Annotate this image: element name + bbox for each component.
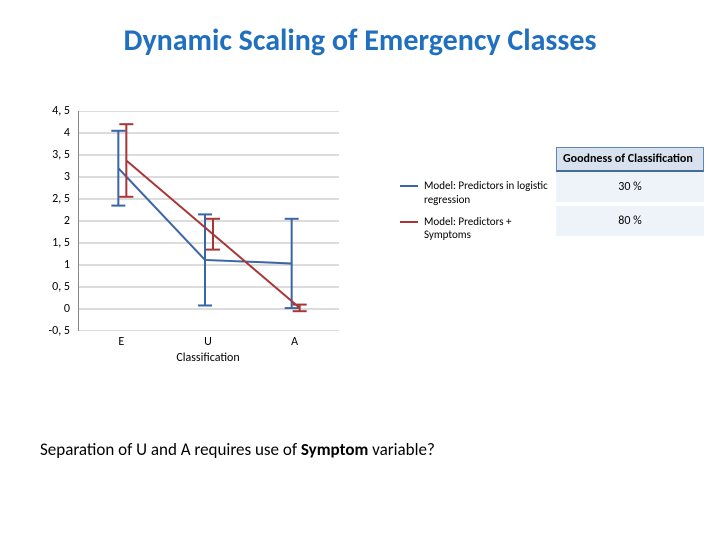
legend-label: Model: Predictors + Symptoms — [424, 215, 550, 243]
y-tick-label: -0, 5 — [36, 324, 70, 338]
y-tick-label: 4, 5 — [36, 104, 70, 118]
legend-item: Model: Predictors + Symptoms — [400, 215, 550, 243]
content-area: 4, 5 4 3, 5 3 2, 5 2 1, 5 1 0, 5 0 -0, 5 E U A Class… — [0, 69, 720, 509]
y-tick-label: 3, 5 — [36, 148, 70, 162]
goodness-table-header: Goodness of Classification — [556, 147, 704, 172]
caption-bold: Symptom — [301, 439, 368, 460]
x-tick-label: A — [291, 335, 298, 349]
legend-item: Model: Predictors in logistic regression — [400, 179, 550, 207]
legend-swatch — [400, 221, 418, 223]
y-tick-label: 0 — [36, 302, 70, 316]
chart-legend: Model: Predictors in logistic regression… — [400, 179, 550, 250]
x-tick-label: U — [204, 335, 212, 349]
caption-text: Separation of U and A requires use of Sy… — [40, 439, 435, 460]
goodness-table: Goodness of Classification 30 % 80 % — [556, 147, 704, 236]
goodness-table-cell: 30 % — [556, 172, 704, 202]
x-tick-label: E — [118, 335, 124, 349]
goodness-table-cell: 80 % — [556, 206, 704, 236]
legend-label: Model: Predictors in logistic regression — [424, 179, 550, 207]
y-tick-label: 4 — [36, 126, 70, 140]
caption-suffix: variable? — [368, 439, 435, 460]
caption-prefix: Separation of U and A requires use of — [40, 439, 301, 460]
y-tick-label: 3 — [36, 170, 70, 184]
y-tick-label: 2 — [36, 214, 70, 228]
plot-area — [78, 111, 338, 331]
x-axis-title: Classification — [78, 351, 338, 365]
y-tick-label: 1 — [36, 258, 70, 272]
y-axis-labels: 4, 543, 532, 521, 510, 50-0, 5 — [36, 111, 74, 333]
line-chart: 4, 5 4 3, 5 3 2, 5 2 1, 5 1 0, 5 0 -0, 5 E U A Class… — [36, 99, 386, 379]
y-tick-label: 2, 5 — [36, 192, 70, 206]
legend-swatch — [400, 185, 418, 187]
page-title: Dynamic Scaling of Emergency Classes — [0, 0, 720, 69]
y-tick-label: 1, 5 — [36, 236, 70, 250]
y-tick-label: 0, 5 — [36, 280, 70, 294]
